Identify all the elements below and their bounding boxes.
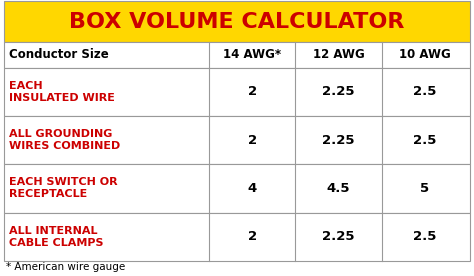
Text: 14 AWG*: 14 AWG*: [223, 48, 281, 62]
Text: Conductor Size: Conductor Size: [9, 48, 109, 62]
Text: 10 AWG: 10 AWG: [399, 48, 451, 62]
Text: 4: 4: [247, 182, 257, 195]
Text: 2.25: 2.25: [322, 134, 355, 147]
Text: 12 AWG: 12 AWG: [312, 48, 365, 62]
Bar: [4, 42, 470, 68]
Bar: [4, 1, 470, 42]
Text: 2.25: 2.25: [322, 85, 355, 98]
Text: EACH SWITCH OR
RECEPTACLE: EACH SWITCH OR RECEPTACLE: [9, 177, 118, 199]
Text: 5: 5: [420, 182, 429, 195]
Bar: [4, 213, 470, 261]
Text: 2.5: 2.5: [413, 85, 437, 98]
Bar: [4, 164, 470, 213]
Text: 2.5: 2.5: [413, 230, 437, 243]
Text: * American wire gauge: * American wire gauge: [6, 262, 126, 272]
Text: ALL INTERNAL
CABLE CLAMPS: ALL INTERNAL CABLE CLAMPS: [9, 226, 104, 248]
Text: EACH
INSULATED WIRE: EACH INSULATED WIRE: [9, 81, 115, 103]
Text: ALL GROUNDING
WIRES COMBINED: ALL GROUNDING WIRES COMBINED: [9, 129, 121, 151]
Text: 2.5: 2.5: [413, 134, 437, 147]
Text: 2: 2: [247, 134, 257, 147]
Bar: [4, 116, 470, 164]
Text: 2: 2: [247, 230, 257, 243]
Text: 4.5: 4.5: [327, 182, 350, 195]
Text: 2: 2: [247, 85, 257, 98]
Text: BOX VOLUME CALCULATOR: BOX VOLUME CALCULATOR: [69, 12, 405, 32]
Text: 2.25: 2.25: [322, 230, 355, 243]
Bar: [4, 68, 470, 116]
